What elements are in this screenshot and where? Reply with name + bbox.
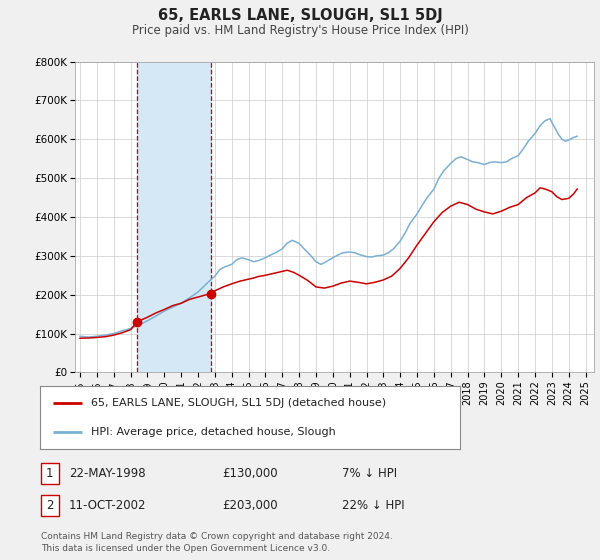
Text: 22% ↓ HPI: 22% ↓ HPI xyxy=(342,499,404,512)
Text: 1: 1 xyxy=(46,466,53,480)
Text: 65, EARLS LANE, SLOUGH, SL1 5DJ: 65, EARLS LANE, SLOUGH, SL1 5DJ xyxy=(158,8,442,24)
Text: 11-OCT-2002: 11-OCT-2002 xyxy=(69,499,146,512)
Text: Contains HM Land Registry data © Crown copyright and database right 2024.: Contains HM Land Registry data © Crown c… xyxy=(41,532,392,541)
Text: 7% ↓ HPI: 7% ↓ HPI xyxy=(342,466,397,480)
Text: 22-MAY-1998: 22-MAY-1998 xyxy=(69,466,146,480)
Text: £203,000: £203,000 xyxy=(222,499,278,512)
Text: 2: 2 xyxy=(46,499,53,512)
Bar xyxy=(137,62,211,372)
Text: 65, EARLS LANE, SLOUGH, SL1 5DJ (detached house): 65, EARLS LANE, SLOUGH, SL1 5DJ (detache… xyxy=(91,398,386,408)
Text: £130,000: £130,000 xyxy=(222,466,278,480)
Text: HPI: Average price, detached house, Slough: HPI: Average price, detached house, Slou… xyxy=(91,427,335,437)
Text: Price paid vs. HM Land Registry's House Price Index (HPI): Price paid vs. HM Land Registry's House … xyxy=(131,24,469,36)
Text: This data is licensed under the Open Government Licence v3.0.: This data is licensed under the Open Gov… xyxy=(41,544,330,553)
